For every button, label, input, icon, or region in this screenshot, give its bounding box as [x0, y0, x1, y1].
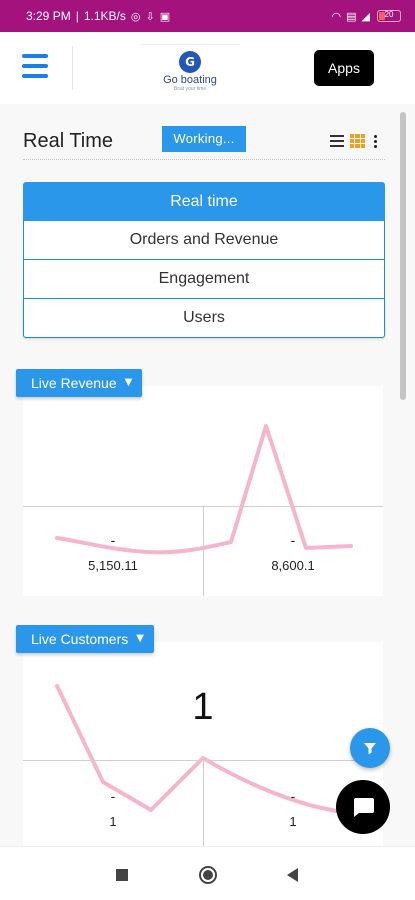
customers-sparkline-path [55, 684, 343, 814]
live-customers-label: Live Customers [31, 631, 129, 647]
system-nav-bar [0, 846, 415, 900]
gallery-icon: ▣ [159, 9, 171, 23]
status-time: 3:29 PM [26, 9, 71, 23]
more-vertical-icon[interactable] [373, 134, 377, 148]
customers-left-dash: - [110, 788, 116, 804]
page-title: Real Time [23, 130, 114, 152]
app-logo[interactable]: G Go boating Boat your time [140, 44, 240, 94]
status-separator: | [75, 9, 79, 23]
header-divider [72, 46, 73, 90]
customers-sparkline [55, 684, 343, 814]
logo-mark: G [179, 51, 201, 73]
live-customers-card: 1 - 1 - 1 [23, 642, 383, 846]
revenue-left-dash: - [110, 532, 116, 548]
back-icon[interactable] [287, 868, 298, 882]
revenue-left-value: 5,150.11 [88, 558, 138, 573]
app-header: G Go boating Boat your time Apps [0, 32, 415, 104]
network-speed: 1.1KB/s [83, 9, 126, 23]
revenue-sparkline-path [55, 424, 353, 555]
customers-left-value: 1 [109, 814, 117, 829]
battery-icon: 20 [377, 10, 401, 22]
title-divider [23, 159, 385, 160]
live-revenue-dropdown[interactable]: Live Revenue ▼ [16, 369, 143, 397]
filter-button[interactable] [350, 728, 390, 768]
chat-bubble-icon [354, 798, 374, 817]
revenue-sparkline [55, 424, 353, 555]
live-revenue-label: Live Revenue [31, 375, 117, 391]
card-divider [203, 760, 204, 846]
tab-orders-and-revenue[interactable]: Orders and Revenue [23, 221, 385, 260]
battery-text: 20 [384, 10, 394, 19]
card-divider [203, 506, 204, 596]
live-revenue-card: - 5,150.11 - 8,600.1 [23, 386, 383, 596]
customers-right-value: 1 [289, 814, 297, 829]
filter-icon [364, 743, 376, 754]
recent-apps-icon[interactable] [116, 869, 128, 881]
grid-view-icon[interactable] [350, 134, 365, 148]
revenue-right-dash: - [290, 532, 296, 548]
tab-engagement[interactable]: Engagement [23, 260, 385, 299]
tab-real-time[interactable]: Real time [23, 182, 385, 221]
view-toggle [330, 134, 377, 148]
chevron-down-icon: ▼ [136, 633, 144, 644]
main-content[interactable]: Real Time Working... Real time Orders an… [0, 104, 415, 846]
working-badge: Working... [162, 126, 246, 152]
apps-button[interactable]: Apps [314, 50, 374, 86]
whatsapp-icon: ◎ [130, 9, 141, 23]
wifi-icon: ◠ [331, 9, 342, 23]
list-view-icon[interactable] [330, 135, 344, 147]
chevron-down-icon: ▼ [124, 377, 133, 388]
revenue-right-value: 8,600.1 [271, 558, 315, 573]
scrollbar-thumb[interactable] [400, 112, 406, 400]
hamburger-menu-icon[interactable] [22, 54, 48, 78]
download-icon: ⇩ [145, 9, 155, 23]
sim-icon: ▤ [346, 9, 357, 23]
logo-name: Go boating [163, 74, 217, 86]
customers-right-dash: - [290, 788, 296, 804]
chat-button[interactable] [336, 780, 390, 834]
signal-icon: ◢ [361, 9, 370, 23]
live-customers-dropdown[interactable]: Live Customers ▼ [16, 625, 154, 653]
battery-level [379, 12, 385, 20]
logo-tagline: Boat your time [173, 86, 207, 92]
tab-users[interactable]: Users [23, 299, 385, 338]
home-icon[interactable] [199, 866, 217, 884]
status-bar: 3:29 PM | 1.1KB/s ◎ ⇩ ▣ ◠ ▤ ◢ 20 [0, 0, 415, 32]
live-customers-count: 1 [192, 686, 214, 728]
report-tabs: Real time Orders and Revenue Engagement … [23, 182, 385, 338]
